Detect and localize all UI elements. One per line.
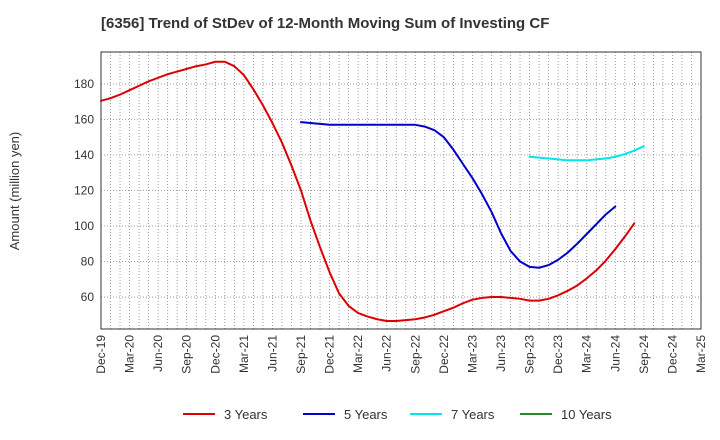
legend-label: 3 Years	[224, 407, 268, 422]
legend: 3 Years 5 Years 7 Years 10 Years	[183, 407, 612, 422]
x-tick-label: Mar-23	[465, 335, 479, 373]
grid-layer	[101, 52, 701, 329]
x-tick-label: Sep-22	[408, 335, 422, 374]
x-tick-label: Mar-25	[694, 335, 708, 373]
x-tick-label: Jun-24	[608, 335, 622, 372]
x-tick-label: Dec-21	[323, 335, 337, 374]
y-tick-label: 80	[81, 255, 95, 269]
y-axis-label: Amount (million yen)	[7, 132, 22, 251]
chart-title: [6356] Trend of StDev of 12-Month Moving…	[101, 15, 549, 32]
x-tick-label: Mar-21	[237, 335, 251, 373]
series-layer	[100, 60, 645, 323]
y-tick-label: 160	[74, 112, 94, 126]
x-tick-label: Dec-24	[665, 335, 679, 374]
x-tick-label: Dec-20	[208, 335, 222, 374]
x-tick-label: Sep-24	[637, 335, 651, 374]
x-tick-label: Sep-23	[523, 335, 537, 374]
y-tick-label: 180	[74, 77, 94, 91]
series-line-5-years	[300, 121, 617, 269]
series-line-3-years	[100, 60, 636, 323]
x-tick-label: Jun-22	[380, 335, 394, 372]
x-ticks: Dec-19 Mar-20 Jun-20 Sep-20 Dec-20 Mar-21 Jun-…	[94, 335, 708, 374]
series-line-7-years	[528, 145, 645, 162]
x-tick-label: Mar-20	[123, 335, 137, 373]
legend-label: 10 Years	[561, 407, 612, 422]
plot-frame	[100, 51, 702, 330]
x-tick-label: Mar-24	[580, 335, 594, 373]
x-tick-label: Sep-21	[294, 335, 308, 374]
x-tick-label: Jun-20	[151, 335, 165, 372]
y-tick-label: 140	[74, 148, 94, 162]
x-tick-label: Sep-20	[180, 335, 194, 374]
x-tick-label: Dec-23	[551, 335, 565, 374]
x-tick-label: Dec-19	[94, 335, 108, 374]
legend-label: 5 Years	[344, 407, 388, 422]
x-tick-label: Jun-21	[265, 335, 279, 372]
legend-label: 7 Years	[451, 407, 495, 422]
x-tick-label: Jun-23	[494, 335, 508, 372]
x-tick-label: Mar-22	[351, 335, 365, 373]
x-tick-label: Dec-22	[437, 335, 451, 374]
y-tick-label: 100	[74, 219, 94, 233]
y-ticks: 60 80 100 120 140 160 180	[74, 77, 94, 304]
y-tick-label: 120	[74, 184, 94, 198]
y-tick-label: 60	[81, 290, 95, 304]
